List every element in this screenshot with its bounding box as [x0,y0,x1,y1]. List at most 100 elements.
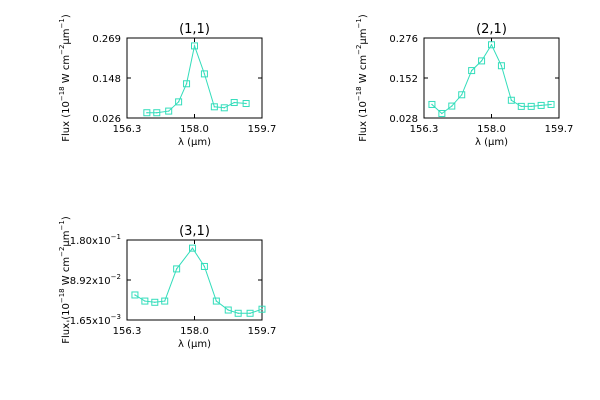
data-point [458,91,466,99]
y-label-text: ) [358,14,369,18]
data-point-center [441,112,443,115]
data-point [438,109,446,117]
plot-title: (3,1) [179,224,210,239]
data-point [165,107,173,115]
data-point-center [500,65,503,67]
plot-1: (1,1) 156.3 158.0 159.7 0.026 0.148 0.269 λ (μm… [58,14,276,148]
data-point [242,100,250,108]
plot-3: (3,1)156.3 158.0 159.7-1.65x10−38.92x10−21… [58,216,276,350]
data-point-center [237,312,239,314]
data-point-center [223,107,225,109]
x-tick-label: 158.0 [180,124,209,135]
data-point [234,309,242,317]
y-label-text: μm [61,28,72,44]
y-tick-mantissa: -1.65x10 [66,316,111,327]
data-point-center [203,73,206,75]
data-point-center [178,101,180,103]
data-point-center [540,104,542,107]
data-point [478,57,486,65]
data-point [230,99,238,107]
data-point-center [185,83,188,85]
data-point [517,102,525,110]
x-tick-label: 158.0 [180,326,209,337]
y-label-text: μm [358,28,369,44]
data-point [527,102,535,110]
data-point [537,101,545,109]
y-tick-label: 8.92x10−2 [70,273,121,287]
y-label-sup: −2 [58,45,66,55]
y-label-text: ) [61,216,72,220]
y-tick-label: 0.276 [389,34,418,45]
data-point-center [227,309,229,311]
data-point-center [168,110,170,112]
data-point [143,109,151,117]
data-point-center [261,308,263,310]
data-point [488,41,495,49]
y-tick-label: 0.026 [92,114,121,125]
plot-title: (1,1) [179,22,210,37]
y-label-sup: −2 [58,247,66,257]
data-point [161,297,169,305]
data-point [497,62,505,70]
y-tick-exponent: −1 [111,233,121,241]
data-point-center [461,94,463,96]
data-point [448,102,456,110]
y-label-text: Flux (10 [358,101,369,142]
x-tick-label: 158.0 [477,124,506,135]
x-axis-label: λ (μm) [475,137,508,148]
data-point-center [249,312,251,314]
data-point-center [203,265,206,268]
y-label-text: Flux (10 [61,101,72,142]
data-point [210,103,218,111]
x-axis-label: λ (μm) [178,339,211,350]
data-point [153,109,161,117]
y-tick-label: 0.152 [389,74,418,85]
data-point [507,96,515,104]
data-point-center [213,106,215,108]
y-tick-mantissa: 8.92x10 [70,276,111,287]
x-tick-label: 159.7 [248,124,277,135]
x-axis-label: λ (μm) [178,137,211,148]
y-label-text: W cm [61,257,72,288]
data-point-center [193,45,196,47]
y-label-text: μm [61,230,72,246]
y-tick-exponent: −2 [111,273,121,281]
data-point-center [164,300,166,302]
data-point-center [215,300,217,302]
y-axis-label: Flux (10−18 W cm−2μm−1) [355,14,369,142]
x-tick-label: 156.3 [410,124,439,135]
plot-2: (2,1) 156.3 158.0 159.7 0.028 0.152 0.276 λ (μm… [355,14,573,148]
data-point [246,309,254,317]
y-tick-label: 0.028 [389,114,418,125]
y-tick-exponent: −3 [111,313,121,321]
data-point-center [233,101,235,104]
data-point [175,98,183,106]
data-point-center [451,105,453,107]
x-tick-label: 156.3 [113,326,142,337]
data-point-center [146,112,148,114]
y-label-sup: −1 [58,220,66,230]
y-label-sup: −1 [58,18,66,28]
x-tick-label: 159.7 [248,326,277,337]
data-point-center [144,300,146,302]
data-point-center [176,268,178,270]
data-point [189,244,197,252]
y-label-sup: −18 [355,86,363,101]
data-point [200,70,208,78]
y-label-sup: −2 [355,45,363,55]
y-label-sup: −18 [58,86,66,101]
x-tick-label: 156.3 [113,124,142,135]
data-point-center [154,301,156,303]
data-point-center [431,103,433,106]
data-point-center [480,60,483,62]
data-point [224,306,232,314]
series-line [134,247,263,314]
data-point-center [245,102,247,105]
data-point [191,42,198,50]
data-point [151,298,159,306]
data-point [200,262,208,270]
x-tick-label: 159.7 [545,124,574,135]
data-point [183,80,191,88]
data-point [212,297,220,305]
